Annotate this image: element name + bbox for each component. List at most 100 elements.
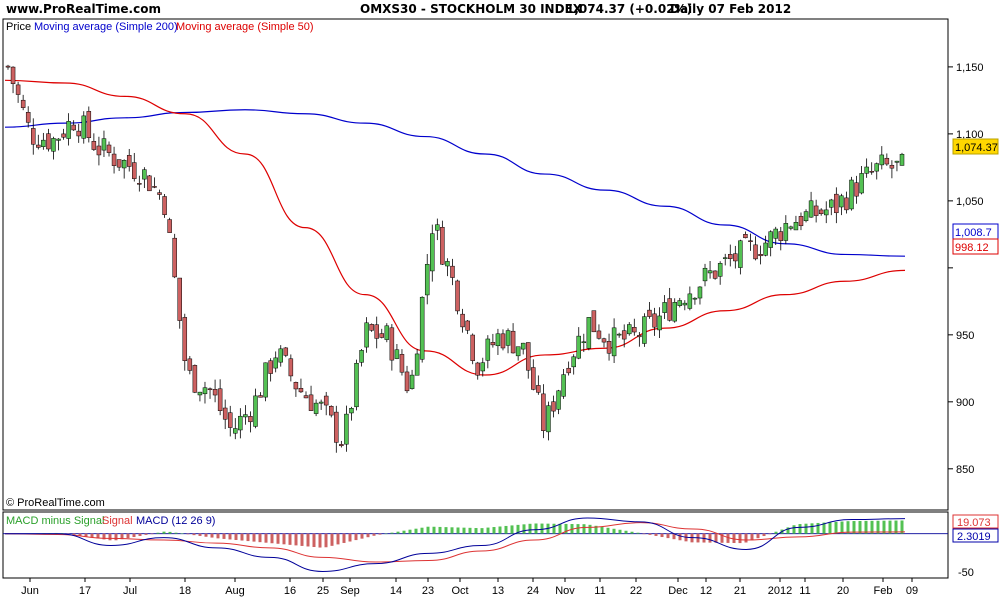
macd-hist-bar — [438, 526, 442, 534]
time-axis-label: 12 — [700, 585, 712, 597]
sma200-line — [4, 109, 906, 257]
sma50-tag-bg — [952, 238, 999, 255]
candle — [31, 118, 36, 155]
candle — [147, 174, 152, 192]
candle — [748, 233, 753, 251]
candle — [728, 244, 733, 267]
macd-hist-bar — [354, 533, 358, 541]
macd-hist-bar — [720, 533, 724, 543]
candle — [76, 123, 81, 143]
macd-axis-label: -50 — [958, 567, 974, 579]
candle — [419, 296, 425, 363]
macd-hist-bar — [276, 533, 280, 544]
macd-hist-bar — [840, 521, 844, 534]
candle — [344, 405, 349, 452]
macd-hist-bar — [396, 531, 400, 534]
candle — [172, 233, 177, 279]
candle — [394, 343, 400, 360]
candle — [303, 391, 309, 399]
macd-hist-bar — [180, 533, 184, 535]
macd-hist-bar — [792, 525, 796, 534]
site-title: www.ProRealTime.com — [6, 2, 161, 16]
macd-hist-bar — [222, 533, 226, 539]
candle — [803, 209, 809, 223]
time-axis-label: Sep — [340, 585, 360, 597]
macd-hist-bar — [240, 533, 244, 541]
candle — [611, 318, 617, 364]
macd-hist-bar — [582, 524, 586, 534]
candle — [364, 317, 369, 353]
candle — [222, 399, 228, 430]
candle — [56, 138, 61, 151]
candle — [298, 378, 304, 393]
candle — [879, 146, 885, 170]
candle — [197, 391, 203, 402]
macd-hist-bar — [732, 533, 736, 543]
macd-hist-bar — [678, 533, 682, 541]
macd-legend-signal: Signal — [102, 515, 133, 527]
price-axis-label: 850 — [956, 464, 974, 476]
macd-legend-macd: MACD (12 26 9) — [136, 515, 215, 527]
macd-hist-bar — [330, 533, 334, 546]
macd-hist-bar — [750, 533, 754, 541]
macd-hist-bar — [618, 529, 622, 534]
macd-tag-bg — [952, 514, 999, 529]
candle — [505, 328, 511, 354]
macd-hist-bar — [84, 533, 88, 537]
candle — [167, 217, 172, 233]
macd-hist-bar — [492, 527, 496, 534]
macd-hist-bar — [294, 533, 298, 546]
candle — [86, 106, 92, 143]
candle — [561, 369, 566, 399]
macd-hist-bar — [372, 533, 376, 536]
macd-hist-bar — [216, 533, 220, 539]
candle — [788, 225, 794, 231]
candle — [15, 81, 21, 103]
candle — [606, 333, 612, 361]
macd-hist-bar — [144, 533, 148, 535]
macd-hist-bar — [360, 533, 364, 539]
time-axis-label: 23 — [422, 585, 434, 597]
time-axis-label: Feb — [874, 585, 893, 597]
macd-hist-bar — [606, 527, 610, 534]
candle — [657, 307, 662, 338]
candle — [475, 361, 480, 380]
macd-hist-bar — [762, 533, 766, 537]
last-price-tag-bg — [952, 138, 999, 155]
macd-hist-bar — [120, 533, 124, 540]
time-axis-label: 20 — [837, 585, 849, 597]
macd-hist-bar — [432, 526, 436, 534]
macd-hist-bar — [624, 530, 628, 534]
candle — [293, 381, 299, 397]
price-axis-label: 1,100 — [956, 129, 984, 141]
macd-hist-bar — [474, 528, 478, 534]
candle — [793, 215, 799, 231]
candle — [71, 120, 76, 131]
candle — [627, 322, 632, 336]
macd-hist-bar — [522, 524, 526, 534]
candle — [81, 111, 87, 144]
candle — [404, 365, 410, 394]
macd-hist-bar — [456, 527, 460, 534]
candle — [243, 405, 248, 425]
candle — [839, 193, 844, 216]
macd-hist-bar — [498, 526, 502, 534]
time-axis-label: 11 — [594, 585, 605, 597]
price-axis: 850 900 950 1,050 1,100 1,150 — [948, 62, 984, 476]
macd-hist-bar — [174, 532, 178, 534]
candle — [551, 395, 556, 418]
candle — [379, 328, 385, 339]
macd-hist-bar — [834, 521, 838, 534]
macd-hist-bar — [342, 533, 346, 543]
candle — [707, 260, 713, 279]
time-axis-label: 11 — [799, 585, 810, 597]
legend-price: Price — [6, 21, 31, 33]
candle — [823, 201, 829, 224]
candle — [283, 346, 289, 358]
candle — [672, 298, 677, 323]
candle — [278, 345, 283, 367]
candle — [818, 208, 824, 216]
macd-hist-bar — [804, 523, 808, 534]
price-axis-label: 1,050 — [956, 196, 984, 208]
